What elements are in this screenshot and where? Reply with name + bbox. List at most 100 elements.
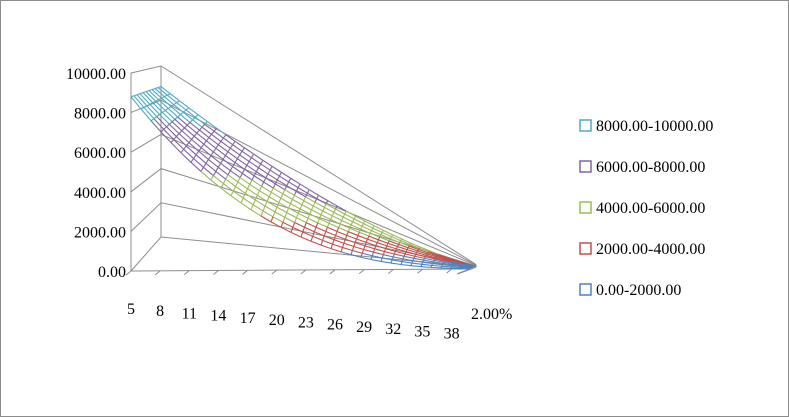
depth-axis-ticks: 2.00% bbox=[456, 266, 512, 323]
mesh-line bbox=[352, 221, 363, 227]
mesh-line bbox=[220, 187, 232, 197]
mesh-line bbox=[403, 255, 414, 259]
mesh-line bbox=[256, 171, 267, 179]
mesh-line bbox=[239, 150, 243, 156]
mesh-line bbox=[351, 246, 355, 251]
mesh-line bbox=[333, 211, 344, 218]
mesh-line bbox=[339, 223, 350, 229]
mesh-line bbox=[185, 107, 190, 111]
mesh-line bbox=[205, 162, 217, 172]
mesh-line bbox=[372, 255, 383, 259]
mesh-line bbox=[336, 227, 340, 232]
mesh-line bbox=[282, 217, 286, 223]
mesh-line bbox=[217, 163, 222, 168]
mesh-line bbox=[168, 123, 180, 135]
mesh-line bbox=[306, 222, 317, 228]
mesh-line bbox=[305, 218, 309, 223]
mesh-line bbox=[270, 221, 282, 228]
mesh-line bbox=[163, 126, 167, 130]
x-tick-label: 29 bbox=[356, 319, 372, 336]
mesh-line bbox=[281, 171, 292, 179]
mesh-line bbox=[191, 138, 202, 149]
mesh-line bbox=[193, 158, 204, 168]
mesh-line bbox=[332, 243, 343, 248]
mesh-line bbox=[297, 208, 301, 214]
mesh-line bbox=[315, 222, 319, 228]
mesh-line bbox=[316, 194, 319, 199]
mesh-line bbox=[130, 96, 142, 110]
mesh-line bbox=[268, 192, 272, 197]
mesh-line bbox=[462, 265, 473, 268]
mesh-line bbox=[288, 203, 291, 209]
mesh-line bbox=[354, 238, 358, 243]
mesh-line bbox=[315, 226, 327, 232]
mesh-line bbox=[443, 261, 454, 265]
mesh-line bbox=[170, 139, 175, 143]
z-gridline bbox=[130, 236, 477, 272]
mesh-line bbox=[349, 224, 352, 229]
mesh-line bbox=[254, 199, 266, 207]
mesh-line bbox=[190, 158, 195, 163]
mesh-line bbox=[196, 132, 207, 142]
mesh-line bbox=[225, 174, 229, 180]
mesh-line bbox=[344, 210, 347, 215]
mesh-line bbox=[186, 124, 198, 134]
mesh-line bbox=[198, 150, 209, 160]
mesh-line bbox=[286, 185, 297, 192]
mesh-line bbox=[373, 251, 384, 256]
mesh-line bbox=[341, 216, 344, 221]
mesh-line bbox=[322, 207, 325, 212]
mesh-line bbox=[328, 219, 332, 224]
mesh-line bbox=[240, 197, 244, 204]
mesh-line bbox=[320, 240, 324, 246]
mesh-line bbox=[245, 192, 256, 201]
mesh-line bbox=[384, 251, 395, 255]
mesh-line bbox=[330, 243, 334, 249]
mesh-line bbox=[356, 235, 359, 240]
mesh-line bbox=[443, 262, 454, 266]
mesh-line bbox=[333, 235, 337, 240]
mesh-line bbox=[452, 265, 463, 268]
mesh-line bbox=[260, 163, 271, 171]
mesh-line bbox=[284, 189, 295, 196]
mesh-line bbox=[324, 235, 335, 241]
mesh-line bbox=[182, 111, 193, 121]
mesh-line bbox=[193, 135, 205, 145]
mesh-line bbox=[381, 254, 384, 259]
z-axis-ticks: 0.00 2000.00 4000.00 6000.00 8000.00 10000.00 bbox=[66, 66, 126, 281]
mesh-line bbox=[203, 163, 207, 168]
mesh-line bbox=[320, 210, 324, 215]
x-tick-mark bbox=[154, 270, 161, 276]
mesh-line bbox=[251, 157, 262, 165]
mesh-line bbox=[302, 227, 306, 233]
mesh-line bbox=[242, 197, 254, 206]
mesh-line bbox=[256, 190, 260, 196]
mesh-line bbox=[188, 139, 192, 143]
mesh-line bbox=[275, 183, 286, 191]
mesh-line bbox=[280, 222, 284, 228]
mesh-line bbox=[217, 141, 222, 146]
mesh-line bbox=[210, 179, 222, 189]
mesh-line bbox=[212, 171, 217, 176]
mesh-line bbox=[237, 181, 248, 190]
mesh-line bbox=[167, 108, 179, 118]
mesh-line bbox=[338, 227, 349, 233]
mesh-line bbox=[258, 163, 262, 169]
mesh-line bbox=[229, 147, 241, 156]
mesh-line bbox=[215, 147, 226, 156]
mesh-line bbox=[416, 252, 427, 256]
mesh-line bbox=[354, 242, 366, 247]
mesh-line bbox=[251, 179, 262, 187]
mesh-line bbox=[240, 202, 252, 211]
x-tick-mark bbox=[183, 270, 190, 276]
x-tick-mark bbox=[300, 269, 307, 275]
mesh-line bbox=[335, 234, 346, 240]
mesh-line bbox=[310, 240, 322, 246]
mesh-line bbox=[359, 231, 370, 237]
mesh-line bbox=[177, 116, 188, 126]
mesh-line bbox=[380, 234, 391, 240]
x-tick-label: 8 bbox=[156, 303, 164, 320]
mesh-line bbox=[382, 257, 393, 261]
mesh-line bbox=[242, 172, 253, 181]
mesh-line bbox=[248, 157, 252, 162]
